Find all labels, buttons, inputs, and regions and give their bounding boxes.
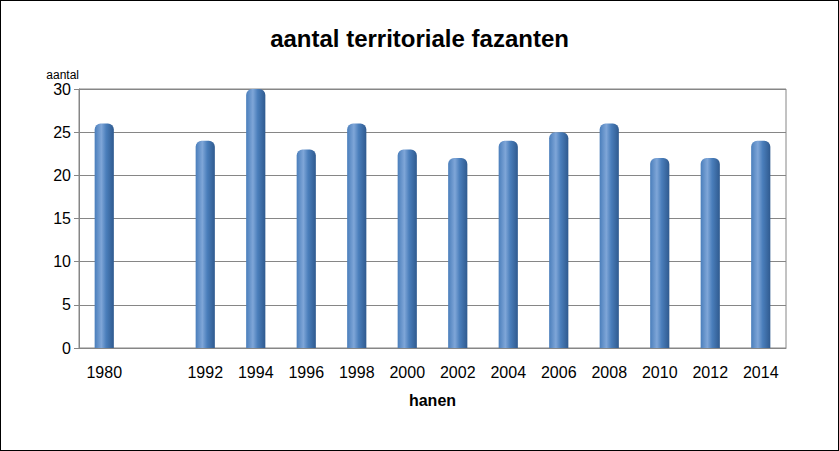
svg-text:1998: 1998 — [339, 364, 375, 381]
svg-text:10: 10 — [53, 253, 71, 270]
svg-text:2006: 2006 — [541, 364, 577, 381]
svg-text:2004: 2004 — [490, 364, 526, 381]
svg-text:hanen: hanen — [409, 392, 456, 409]
svg-text:2008: 2008 — [591, 364, 627, 381]
svg-text:25: 25 — [53, 124, 71, 141]
svg-text:15: 15 — [53, 210, 71, 227]
svg-text:2000: 2000 — [389, 364, 425, 381]
svg-text:aantal territoriale fazanten: aantal territoriale fazanten — [270, 25, 569, 52]
svg-text:2014: 2014 — [743, 364, 779, 381]
svg-text:1992: 1992 — [187, 364, 223, 381]
svg-text:2012: 2012 — [692, 364, 728, 381]
svg-text:20: 20 — [53, 167, 71, 184]
svg-text:aantal: aantal — [46, 68, 79, 82]
svg-text:1980: 1980 — [86, 364, 122, 381]
svg-text:2002: 2002 — [440, 364, 476, 381]
svg-text:1994: 1994 — [238, 364, 274, 381]
svg-text:2010: 2010 — [642, 364, 678, 381]
svg-text:0: 0 — [62, 340, 71, 357]
svg-text:1996: 1996 — [288, 364, 324, 381]
svg-text:5: 5 — [62, 296, 71, 313]
svg-text:30: 30 — [53, 81, 71, 98]
